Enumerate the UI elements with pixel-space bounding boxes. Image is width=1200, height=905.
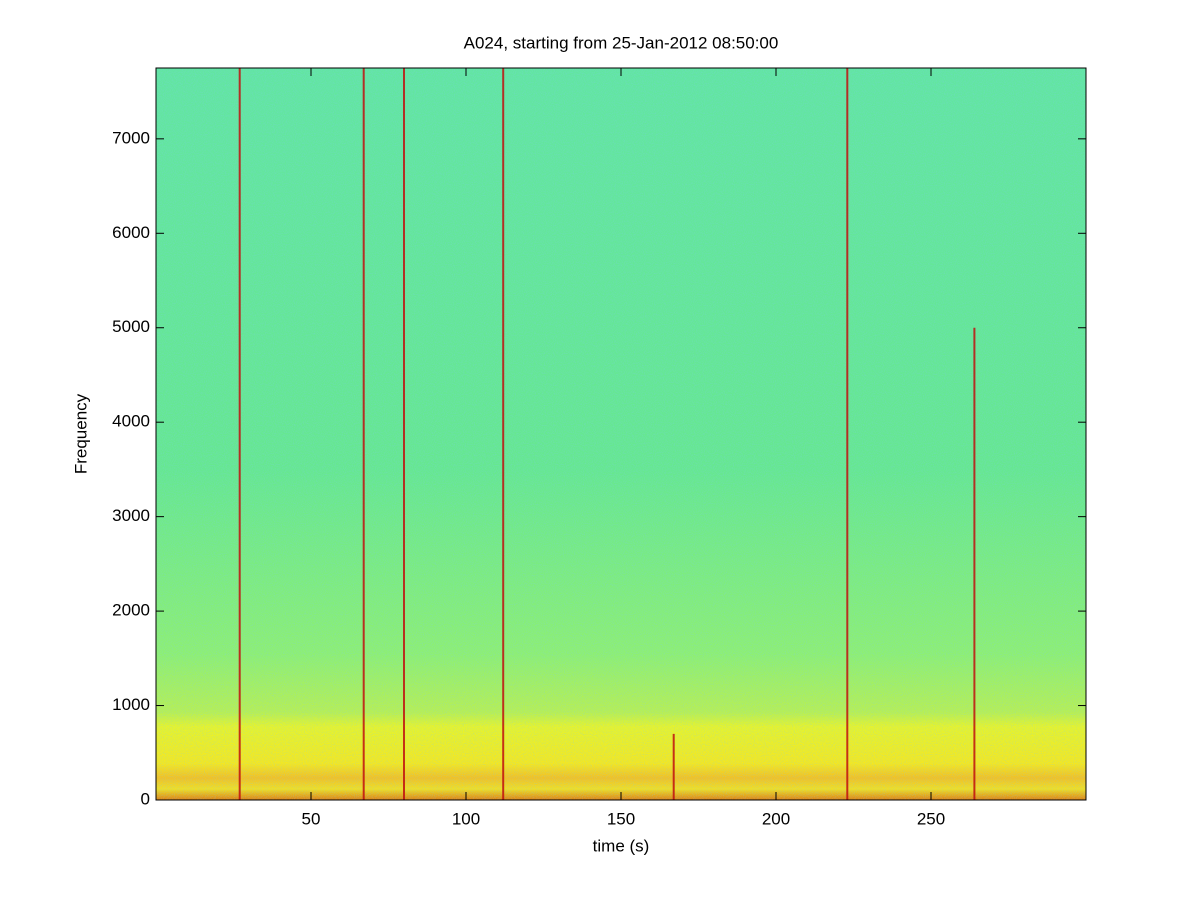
x-tick-label: 100 bbox=[452, 809, 480, 828]
x-tick-label: 50 bbox=[302, 809, 321, 828]
y-tick-label: 1000 bbox=[112, 695, 150, 714]
marks bbox=[238, 68, 976, 800]
x-tick-label: 250 bbox=[917, 809, 945, 828]
y-tick-label: 0 bbox=[141, 789, 150, 808]
plot-background bbox=[156, 68, 1086, 800]
x-axis-label: time (s) bbox=[593, 836, 650, 855]
chart-title: A024, starting from 25-Jan-2012 08:50:00 bbox=[464, 33, 779, 52]
x-tick-label: 150 bbox=[607, 809, 635, 828]
y-tick-label: 2000 bbox=[112, 601, 150, 620]
y-tick-label: 4000 bbox=[112, 412, 150, 431]
axes: 50 100 150 200 250 0 1000 2000 3000 4000 5000 6000 7… bbox=[112, 68, 1086, 828]
y-tick-label: 3000 bbox=[112, 506, 150, 525]
x-tick-label: 200 bbox=[762, 809, 790, 828]
y-tick-label: 6000 bbox=[112, 223, 150, 242]
y-tick-label: 5000 bbox=[112, 317, 150, 336]
y-tick-label: 7000 bbox=[112, 128, 150, 147]
y-axis-label: Frequency bbox=[71, 393, 90, 474]
